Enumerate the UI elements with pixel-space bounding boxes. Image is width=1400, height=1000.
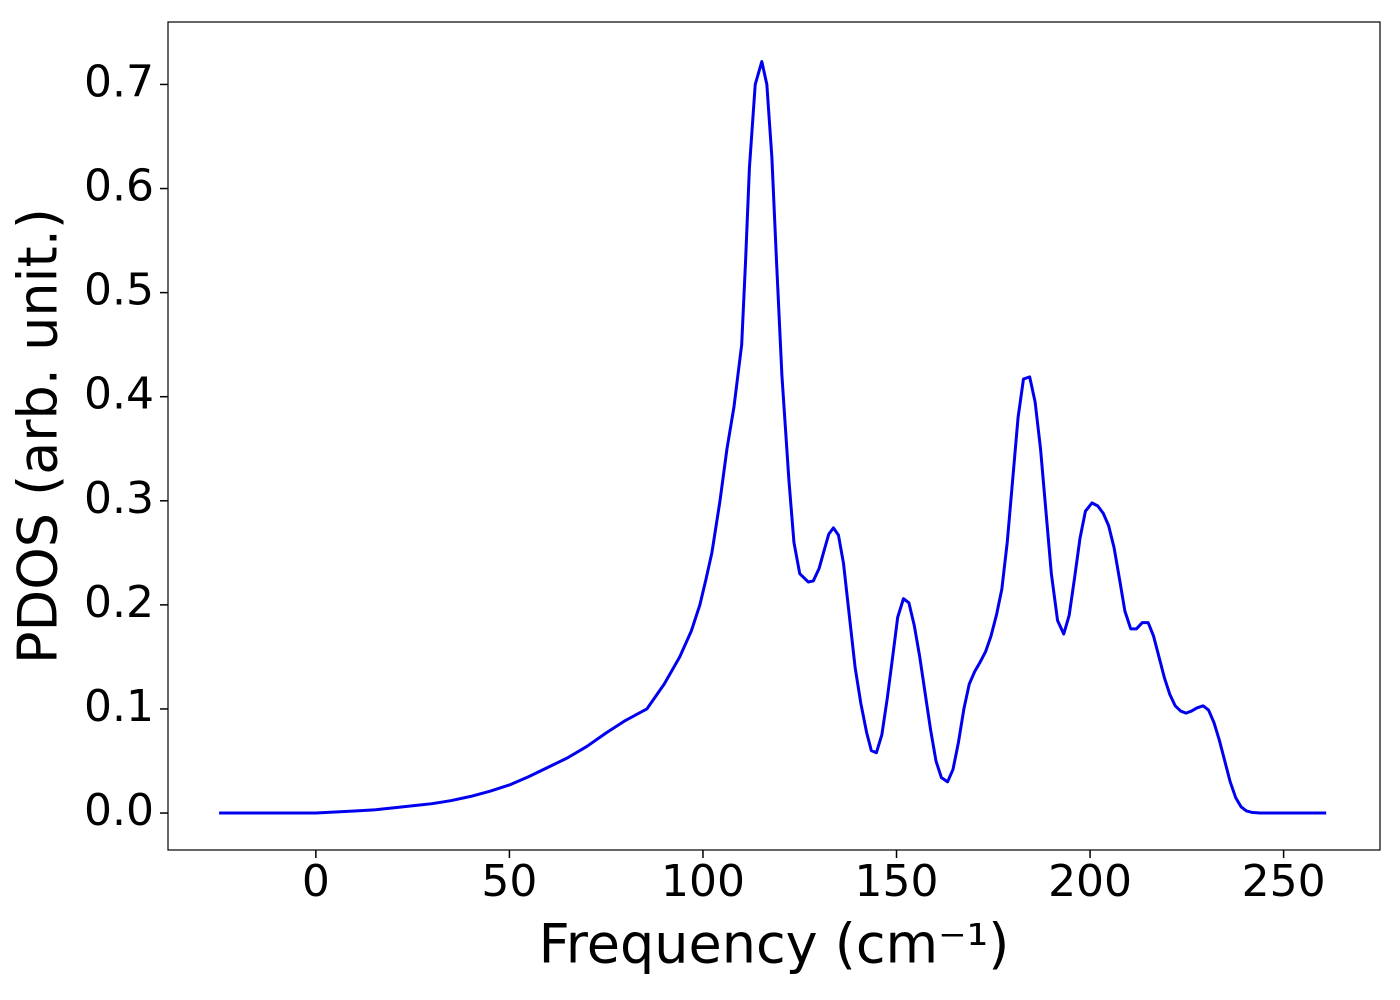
- y-tick-label: 0.5: [84, 265, 154, 316]
- x-tick-label: 0: [302, 856, 330, 907]
- y-tick-label: 0.1: [84, 681, 154, 732]
- y-tick-label: 0.2: [84, 577, 154, 628]
- x-tick-label: 200: [1048, 856, 1132, 907]
- y-tick-label: 0.3: [84, 473, 154, 524]
- y-tick-label: 0.7: [84, 56, 154, 107]
- y-tick-label: 0.0: [84, 785, 154, 836]
- x-axis-label: Frequency (cm⁻¹): [539, 913, 1010, 976]
- y-tick-label: 0.6: [84, 161, 154, 212]
- x-tick-label: 250: [1242, 856, 1326, 907]
- line-series: [219, 60, 1327, 815]
- x-tick-label: 100: [661, 856, 745, 907]
- plot-frame: [167, 21, 1381, 851]
- y-axis-label: PDOS (arb. unit.): [7, 208, 70, 664]
- x-tick-label: 150: [855, 856, 939, 907]
- y-tick-label: 0.4: [84, 369, 154, 420]
- x-tick-label: 50: [481, 856, 537, 907]
